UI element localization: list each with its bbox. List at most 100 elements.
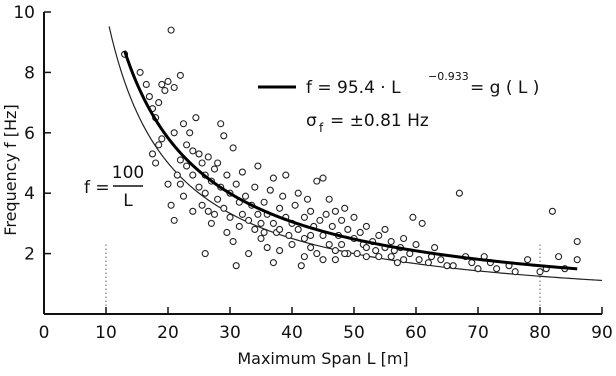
- y-tick-label: 10: [13, 3, 35, 23]
- data-point: [170, 129, 178, 137]
- data-point: [341, 204, 349, 212]
- data-point: [192, 114, 200, 122]
- data-point: [251, 225, 259, 233]
- data-point: [455, 189, 463, 197]
- data-point: [189, 171, 197, 179]
- data-point: [362, 222, 370, 230]
- x-tick-label: 80: [529, 323, 551, 343]
- ref-label-numerator: 100: [112, 163, 144, 183]
- data-point: [179, 120, 188, 128]
- data-point: [201, 189, 209, 197]
- data-point: [424, 259, 432, 267]
- data-point: [291, 201, 299, 209]
- data-point: [173, 171, 181, 179]
- data-point: [214, 195, 222, 203]
- data-point: [238, 168, 246, 176]
- data-point: [210, 165, 219, 173]
- data-point: [468, 259, 476, 267]
- data-point: [313, 177, 321, 185]
- data-point: [183, 162, 191, 170]
- data-point: [412, 240, 420, 249]
- y-tick-label: 2: [24, 245, 35, 265]
- data-point: [524, 256, 532, 264]
- data-point: [375, 231, 383, 240]
- data-point: [409, 213, 417, 221]
- data-point: [307, 207, 315, 215]
- x-tick-label: 20: [157, 323, 179, 343]
- data-point: [257, 219, 265, 227]
- data-point: [300, 234, 308, 243]
- x-tick-label: 0: [39, 323, 50, 343]
- data-point: [207, 219, 215, 227]
- data-point: [167, 26, 175, 34]
- data-point: [254, 162, 262, 170]
- data-point: [573, 237, 581, 246]
- data-point: [449, 262, 457, 270]
- fit-equation-text: f = 95.4 · L: [306, 78, 401, 98]
- data-point: [418, 219, 426, 227]
- data-point: [263, 244, 271, 252]
- data-point: [210, 210, 219, 218]
- data-point: [186, 129, 194, 137]
- dotted-reference-lines: [105, 244, 541, 314]
- data-points: [121, 26, 581, 276]
- fit-curve-g-of-L: [123, 50, 578, 271]
- data-point: [300, 253, 308, 261]
- data-point: [375, 253, 383, 261]
- data-point: [170, 83, 178, 92]
- y-tick-label: 8: [24, 63, 35, 83]
- data-point: [158, 135, 166, 143]
- data-point: [325, 195, 333, 203]
- data-point: [297, 262, 305, 270]
- data-point: [229, 144, 237, 152]
- data-point: [548, 207, 556, 215]
- sigma-symbol: σ: [306, 111, 317, 131]
- data-point: [313, 250, 321, 258]
- data-point: [294, 225, 302, 233]
- data-point: [260, 198, 268, 206]
- data-point: [400, 234, 408, 243]
- reference-curve-label: f = 100 L: [84, 163, 144, 211]
- data-point: [254, 210, 262, 218]
- x-tick-label: 70: [467, 323, 489, 343]
- data-point: [328, 222, 336, 230]
- data-point: [316, 216, 324, 224]
- data-point: [183, 141, 191, 149]
- data-point: [381, 225, 389, 233]
- data-point: [276, 247, 284, 255]
- data-point: [307, 231, 315, 240]
- data-point: [393, 259, 401, 267]
- x-tick-label: 50: [343, 323, 365, 343]
- data-point: [276, 225, 284, 233]
- data-point: [437, 256, 445, 264]
- data-point: [251, 183, 259, 191]
- data-point: [307, 244, 315, 252]
- data-point: [155, 99, 163, 107]
- x-tick-label: 40: [281, 323, 303, 343]
- data-point: [443, 262, 451, 270]
- data-point: [223, 228, 231, 237]
- data-point: [226, 213, 234, 221]
- y-tick-label: 6: [24, 124, 35, 144]
- data-point: [400, 256, 408, 264]
- data-point: [155, 141, 163, 149]
- data-point: [198, 201, 206, 209]
- data-point: [195, 150, 203, 158]
- data-point: [164, 180, 172, 188]
- data-point: [176, 156, 184, 164]
- data-point: [245, 216, 253, 224]
- data-point: [241, 192, 250, 200]
- data-point: [232, 262, 240, 270]
- data-point: [204, 207, 212, 215]
- data-point: [266, 186, 274, 194]
- fit-legend: f = 95.4 · L −0.933 = g ( L ) σ f = ±0.8…: [258, 70, 539, 135]
- data-point: [232, 180, 240, 188]
- data-point: [322, 210, 330, 218]
- data-point: [341, 250, 349, 258]
- data-point: [152, 159, 160, 167]
- data-point: [319, 256, 327, 264]
- data-point: [338, 216, 346, 224]
- x-ticks: 0 10 20 30 40 50 60 70 80 90: [39, 307, 613, 343]
- data-point: [431, 244, 439, 252]
